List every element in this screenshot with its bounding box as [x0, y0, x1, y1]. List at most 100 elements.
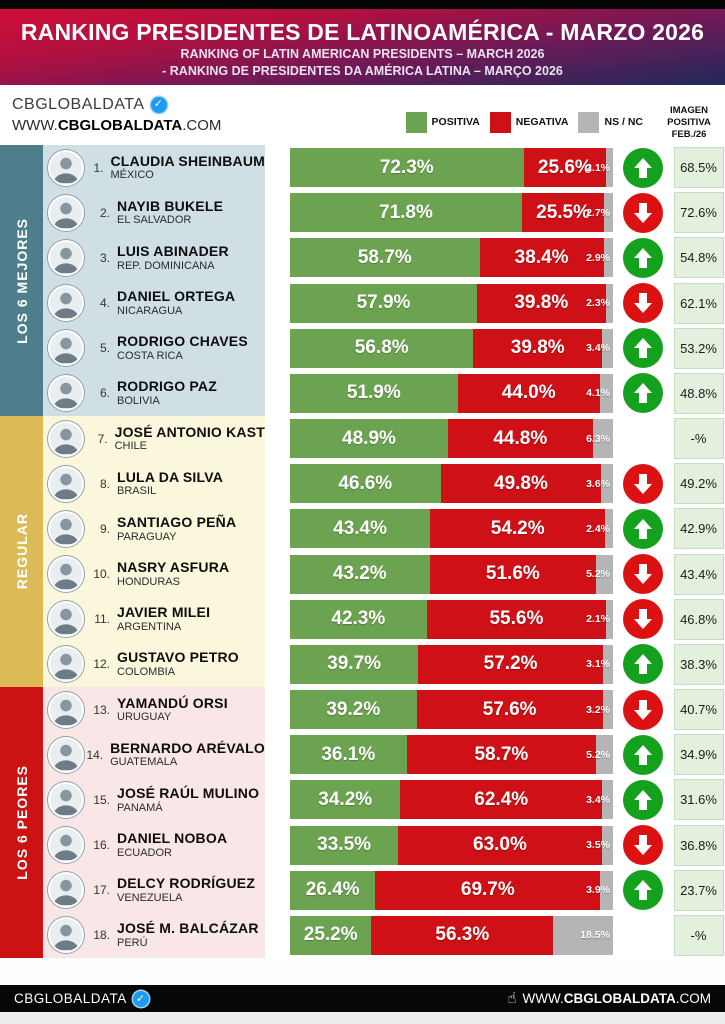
country-name: ECUADOR: [117, 846, 173, 859]
president-name: DANIEL NOBOA: [117, 830, 228, 847]
brand-block: CBGLOBALDATA ✓ WWW.CBGLOBALDATA.COM: [12, 94, 221, 136]
trend-cell: [613, 642, 672, 687]
footer-verified-badge-icon: ✓: [132, 990, 149, 1007]
brand-name: CBGLOBALDATA: [12, 96, 145, 114]
nsnc-segment: [606, 599, 613, 639]
approval-stacked-bar: 36.1% 58.7% 5.2%: [290, 735, 613, 775]
previous-image-cell: 46.8%: [672, 597, 725, 642]
negative-value: 38.4%: [514, 246, 569, 268]
country-name: COSTA RICA: [117, 349, 183, 362]
previous-image-cell: -%: [672, 416, 725, 461]
approval-stacked-bar: 33.5% 63.0% 3.5%: [290, 825, 613, 865]
brand-url[interactable]: WWW.CBGLOBALDATA.COM: [12, 116, 222, 134]
rank-number: 17.: [93, 883, 110, 898]
positiva-swatch-icon: [405, 111, 427, 133]
president-identity-cell: 6. RODRIGO PAZ BOLIVIA: [43, 370, 265, 416]
negative-segment: 56.3%: [371, 915, 554, 955]
previous-image-column-header: IMAGEN POSITIVA FEB./26: [667, 105, 711, 140]
negative-value: 69.7%: [460, 879, 515, 901]
president-row: 8. LULA DA SILVA BRASIL 46.6% 49.8% 3.6%…: [43, 461, 725, 507]
legend-item-nsnc: NS / NC: [578, 111, 643, 133]
negative-segment: 25.6%: [523, 148, 607, 188]
president-photo: [48, 285, 84, 322]
section-label: LOS 6 PEORES: [0, 687, 43, 958]
rank-number: 10.: [93, 567, 110, 582]
previous-image-cell: 54.8%: [672, 235, 725, 280]
nsnc-segment: [602, 328, 613, 368]
positive-value: 39.7%: [327, 653, 382, 675]
previous-positive-value: 62.1%: [673, 282, 724, 324]
positive-value: 25.2%: [303, 924, 358, 946]
positive-segment: 51.9%: [290, 373, 458, 413]
rank-number: 11.: [94, 612, 110, 627]
top-black-strip: [0, 0, 725, 9]
nsnc-value: 5.2%: [586, 748, 610, 761]
negativa-swatch-icon: [489, 111, 511, 133]
positive-value: 43.2%: [332, 563, 387, 585]
president-photo: [48, 781, 84, 818]
previous-image-cell: 40.7%: [672, 687, 725, 732]
positive-value: 36.1%: [321, 743, 376, 765]
negative-value: 44.0%: [501, 382, 556, 404]
nsnc-value: 6.3%: [586, 432, 610, 445]
rank-number: 15.: [93, 792, 110, 807]
rank-number: 13.: [93, 702, 110, 717]
rank-number: 9.: [99, 521, 110, 536]
negative-segment: 58.7%: [406, 735, 597, 775]
president-photo: [48, 239, 84, 276]
previous-image-cell: 68.5%: [672, 145, 725, 190]
legend-item-positiva: POSITIVA: [405, 111, 480, 133]
previous-positive-value: 42.9%: [673, 508, 724, 550]
negative-segment: 57.6%: [416, 690, 603, 730]
president-row: 1. CLAUDIA SHEINBAUM MÉXICO 72.3% 25.6% …: [43, 145, 725, 191]
rank-number: 18.: [93, 928, 110, 943]
negative-segment: 39.8%: [473, 328, 602, 368]
president-photo: [48, 872, 84, 909]
trend-arrow-icon: [622, 147, 663, 188]
subtitle-english: RANKING OF LATIN AMERICAN PRESIDENTS – M…: [180, 47, 545, 61]
president-photo: [48, 375, 84, 412]
negative-segment: 38.4%: [479, 238, 604, 278]
negative-segment: 57.2%: [418, 644, 603, 684]
trend-cell: [613, 190, 672, 235]
rank-number: 12.: [93, 657, 110, 672]
trend-arrow-icon: [622, 734, 663, 775]
trend-cell: [613, 506, 672, 551]
nsnc-segment: [604, 193, 613, 233]
page-title: RANKING PRESIDENTES DE LATINOAMÉRICA - M…: [20, 19, 705, 45]
negative-segment: 49.8%: [440, 464, 602, 504]
trend-cell: [613, 371, 672, 416]
rank-number: 14.: [86, 747, 104, 762]
nsnc-segment: [603, 238, 613, 278]
nsnc-value: 3.9%: [586, 884, 610, 897]
president-photo: [48, 646, 84, 683]
footer-url[interactable]: ☝ WWW.CBGLOBALDATA.COM: [507, 990, 711, 1007]
ranking-section: LOS 6 MEJORES 1. CLAUDIA SHEINBAUM MÉXIC…: [0, 145, 725, 416]
negative-value: 57.6%: [482, 698, 537, 720]
trend-cell: [613, 913, 672, 958]
nsnc-segment: [596, 735, 613, 775]
previous-image-cell: 42.9%: [672, 506, 725, 551]
president-name: NAYIB BUKELE: [117, 197, 224, 214]
president-identity-cell: 12. GUSTAVO PETRO COLOMBIA: [43, 641, 265, 687]
nsnc-value: 2.4%: [586, 522, 610, 535]
trend-arrow-icon: [622, 283, 663, 324]
president-row: 9. SANTIAGO PEÑA PARAGUAY 43.4% 54.2% 2.…: [43, 506, 725, 552]
nsnc-segment: [606, 148, 613, 188]
president-identity-cell: 5. RODRIGO CHAVES COSTA RICA: [43, 325, 265, 371]
president-identity-cell: 11. JAVIER MILEI ARGENTINA: [43, 596, 265, 642]
nsnc-swatch-icon: [578, 111, 600, 133]
negative-value: 63.0%: [473, 834, 527, 856]
trend-cell: [613, 551, 672, 596]
gap-band: [0, 958, 725, 985]
country-name: NICARAGUA: [117, 304, 183, 317]
nsnc-segment: [600, 870, 613, 910]
positive-value: 71.8%: [379, 201, 433, 223]
president-photo: [48, 465, 84, 502]
previous-positive-value: 72.6%: [673, 192, 724, 234]
president-name: JOSÉ M. BALCÁZAR: [117, 920, 259, 937]
president-name: GUSTAVO PETRO: [117, 649, 239, 666]
approval-stacked-bar: 39.2% 57.6% 3.2%: [290, 690, 613, 730]
president-name: YAMANDÚ ORSI: [117, 694, 228, 711]
positive-segment: 34.2%: [290, 780, 401, 820]
